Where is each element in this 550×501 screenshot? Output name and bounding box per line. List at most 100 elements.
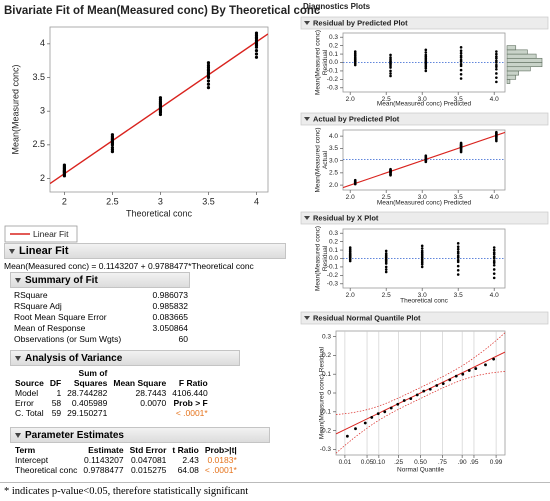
x-tick-label: 0.10 — [373, 459, 386, 466]
y-tick-label: -0.3 — [320, 446, 332, 453]
y-axis-label: Mean(Measured conc) — [315, 127, 322, 192]
summary-row: Mean of Response 3.050864 — [14, 323, 188, 334]
column-header: t Ratio — [172, 445, 199, 455]
summary-table: RSquare 0.986073 RSquare Adj 0.985832 Root M… — [14, 290, 188, 345]
data-point — [424, 48, 428, 52]
summary-label: Root Mean Square Error — [14, 312, 107, 322]
data-point — [435, 384, 439, 387]
data-point — [383, 410, 387, 414]
panel-title: Actual by Predicted Plot — [313, 114, 400, 123]
y-tick-label: 0.3 — [322, 333, 331, 340]
data-point — [459, 73, 463, 76]
section-header: Analysis of Variance — [10, 350, 240, 366]
parameter-row: Intercept 0.1143207 0.047081 2.43 0.0183* — [12, 455, 240, 465]
quantile-line — [336, 351, 505, 435]
cell: 58 — [51, 398, 62, 408]
data-point — [396, 402, 400, 406]
x-tick-label: 2.0 — [346, 292, 355, 299]
y-tick-label: -0.3 — [327, 281, 339, 288]
data-point — [254, 52, 259, 56]
x-tick-label: 2.0 — [346, 194, 355, 201]
column-header: F Ratio — [178, 378, 208, 388]
disclosure-icon — [304, 21, 310, 25]
column-header: Prob>|t| — [204, 445, 237, 455]
y-tick-label: 0.1 — [322, 371, 331, 378]
x-tick-label: 3.0 — [418, 194, 427, 201]
data-point — [456, 247, 460, 251]
summary-row: RSquare Adj 0.985832 — [14, 301, 188, 312]
x-tick-label: 4.0 — [490, 194, 499, 201]
data-point — [389, 53, 392, 57]
y-tick-label: 2 — [40, 173, 45, 183]
disclosure-icon — [304, 216, 310, 220]
y-tick-label: 0.0 — [329, 59, 338, 66]
x-tick-label: 2.5 — [106, 196, 119, 206]
data-point — [456, 254, 460, 258]
x-tick-label: 3.5 — [454, 96, 463, 103]
data-point — [474, 367, 478, 370]
cell: 28.7443 — [135, 388, 167, 398]
y-tick-label: -0.3 — [327, 85, 339, 92]
cell: 29.150271 — [67, 408, 108, 418]
x-axis-label: Mean(Measured conc) Predicted — [377, 101, 472, 108]
data-point — [353, 178, 357, 182]
data-point — [206, 61, 211, 65]
data-point — [459, 54, 463, 58]
data-point — [492, 255, 496, 259]
x-tick-label: 2 — [62, 196, 67, 206]
x-tick-label: .75 — [438, 459, 447, 466]
data-point — [363, 421, 367, 425]
confidence-band — [336, 371, 505, 454]
data-point — [456, 273, 460, 276]
diagnostics-title: Diagnostics Plots — [303, 2, 371, 11]
disclosure-icon — [304, 117, 310, 121]
data-point — [348, 246, 352, 249]
data-point — [345, 434, 349, 438]
section-header: Linear Fit — [4, 243, 286, 259]
cell: < .0001* — [204, 465, 237, 475]
x-tick-label: 0.99 — [490, 459, 503, 466]
header-row: Source DF Sum of Squares Mean Square F Ratio — [12, 368, 211, 388]
data-point — [459, 62, 463, 66]
x-tick-label: 2.5 — [382, 194, 391, 201]
data-point — [254, 31, 259, 35]
report-title: Bivariate Fit of Mean(Measured conc) By … — [4, 5, 321, 17]
data-point — [459, 141, 463, 145]
x-tick-label: 3.0 — [418, 96, 427, 103]
histogram-bar — [506, 53, 537, 59]
data-point — [495, 130, 498, 134]
histogram-bar — [506, 45, 517, 51]
summary-row: RSquare 0.986073 — [14, 290, 188, 301]
y-tick-label: -0.2 — [320, 427, 332, 434]
panel-title-bar — [300, 112, 549, 126]
y-tick-label: 0.2 — [322, 352, 331, 359]
data-point — [384, 268, 388, 271]
y-tick-label: 0.3 — [329, 34, 338, 41]
x-tick-label: .25 — [394, 459, 403, 466]
data-point — [495, 55, 498, 58]
anova-row: C. Total 59 29.150271 < .0001* — [12, 408, 211, 418]
data-point — [459, 58, 463, 62]
y-axis-label: Residual — [322, 245, 329, 271]
panel-title-bar — [300, 311, 549, 325]
data-point — [448, 378, 452, 382]
data-point — [62, 163, 67, 167]
footnote: * indicates p-value<0.05, therefore stat… — [0, 482, 550, 501]
fit-line — [343, 131, 505, 189]
y-tick-label: 0 — [327, 390, 331, 397]
data-point — [206, 79, 211, 83]
y-tick-label: 0.2 — [329, 238, 338, 245]
data-point — [384, 252, 388, 255]
data-point — [459, 49, 463, 52]
x-tick-label: 4 — [254, 196, 259, 206]
summary-row: Observations (or Sum Wgts) 60 — [14, 334, 188, 345]
data-point — [492, 272, 496, 275]
data-point — [384, 249, 388, 253]
y-axis-label: Actual — [322, 150, 329, 169]
column-header: Std Error — [129, 445, 167, 455]
cell: 0.9788477 — [83, 465, 124, 475]
y-tick-label: 3 — [40, 106, 45, 116]
cell: C. Total — [15, 408, 44, 418]
y-axis-label: Mean(Measured conc) Residual — [319, 346, 326, 439]
panel-title: Residual by Predicted Plot — [313, 18, 408, 27]
